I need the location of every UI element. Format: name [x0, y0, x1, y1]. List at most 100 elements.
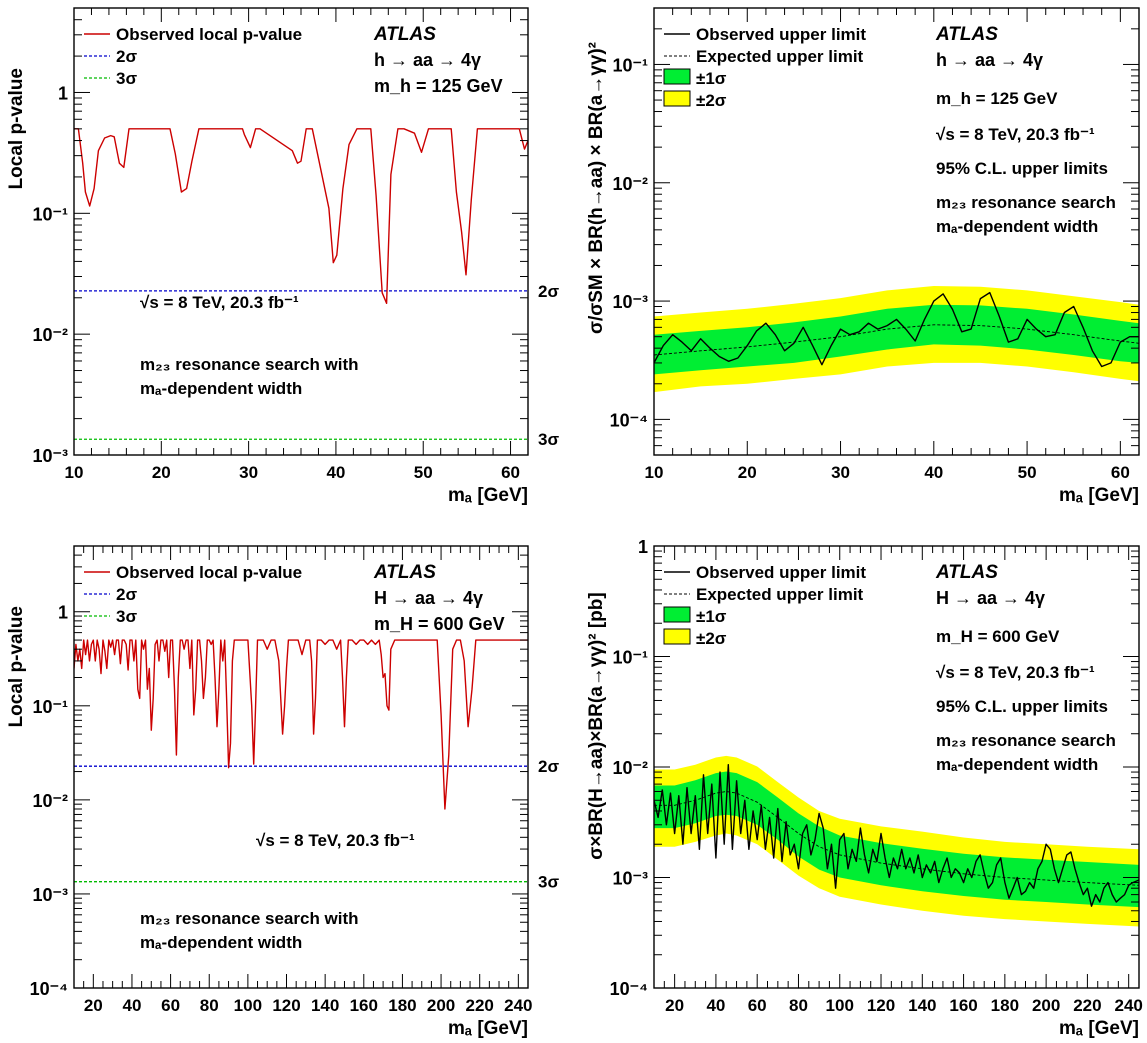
legend-3sigma-label: 3σ	[116, 607, 137, 626]
y-axis-label: Local p-value	[6, 68, 27, 189]
process-label: h → aa → 4γ	[374, 50, 481, 70]
y-tick-label: 10⁻¹	[612, 648, 648, 668]
legend-observed-label: Observed upper limit	[696, 563, 866, 582]
x-axis-label: mₐ [GeV]	[1059, 1018, 1139, 1038]
panel-4: 20 40 60 80 100 120 140 160 180 200 220 240 10⁻⁴ 10⁻³…	[586, 537, 1143, 1039]
x-tick-label: 220	[1073, 996, 1101, 1015]
x-axis-label: mₐ [GeV]	[1059, 485, 1139, 506]
legend-one-sigma-swatch	[663, 68, 691, 85]
sigma-label-3: 3σ	[538, 873, 559, 892]
x-tick-label: 120	[867, 996, 895, 1015]
legend-3sigma-label: 3σ	[116, 69, 137, 88]
mass-label: m_h = 125 GeV	[936, 89, 1058, 108]
expected-limit-line	[654, 324, 1139, 356]
mass-label: m_H = 600 GeV	[936, 627, 1060, 646]
legend-observed-label: Observed local p-value	[116, 25, 302, 44]
cl-label: 95% C.L. upper limits	[936, 697, 1108, 716]
x-tick-label: 100	[826, 996, 854, 1015]
observed-limit-line	[654, 291, 1139, 368]
y-tick-label: 10⁻²	[612, 758, 648, 778]
atlas-label: ATLAS	[373, 24, 436, 45]
legend-observed-label: Observed local p-value	[116, 563, 302, 582]
panel-2: 10 20 30 40 50 60 10⁻⁴ 10⁻³ 10⁻² 10⁻¹ mₐ [GeV] σ/σS…	[586, 7, 1140, 506]
x-tick-label: 30	[831, 463, 850, 482]
process-label: h → aa → 4γ	[936, 50, 1043, 70]
x-tick-label: 60	[501, 463, 520, 482]
x-tick-label: 60	[161, 996, 180, 1015]
atlas-label: ATLAS	[935, 562, 998, 583]
x-tick-label: 180	[991, 996, 1019, 1015]
x-tick-label: 100	[234, 996, 262, 1015]
observed-pvalue-line	[74, 128, 528, 304]
panel-1: 2σ 3σ 10 20 30 40 50 60 10⁻³ 10⁻² 10⁻¹ 1 mₐ [GeV] Loc…	[6, 7, 559, 506]
note-line-1: m₂₃ resonance search	[936, 731, 1116, 750]
atlas-label: ATLAS	[935, 24, 998, 45]
energy-label: √s = 8 TeV, 20.3 fb⁻¹	[256, 831, 415, 850]
x-tick-label: 160	[350, 996, 378, 1015]
x-tick-label: 40	[122, 996, 141, 1015]
x-tick-label: 30	[239, 463, 258, 482]
y-axis-label: Local p-value	[6, 606, 27, 727]
y-tick-label: 10⁻¹	[32, 204, 68, 224]
observed-limit-line	[654, 764, 1139, 907]
energy-label: √s = 8 TeV, 20.3 fb⁻¹	[936, 125, 1095, 144]
note-line-2: mₐ-dependent width	[936, 217, 1098, 236]
x-tick-label: 60	[1111, 463, 1130, 482]
process-label: H → aa → 4γ	[374, 588, 483, 608]
plot-area	[74, 128, 528, 440]
y-axis-label: σ×BR(H→aa)×BR(a→γγ)² [pb]	[586, 592, 607, 859]
legend-one-sigma-swatch	[663, 606, 691, 623]
x-tick-label: 20	[84, 996, 103, 1015]
plot-area	[74, 639, 528, 883]
x-tick-label: 160	[949, 996, 977, 1015]
energy-label: √s = 8 TeV, 20.3 fb⁻¹	[936, 663, 1095, 682]
legend-expected-label: Expected upper limit	[696, 585, 864, 604]
x-tick-label: 20	[665, 996, 684, 1015]
y-tick-label: 10⁻²	[612, 174, 648, 194]
note-line-2: mₐ-dependent width	[140, 379, 302, 398]
legend-two-sigma-label: ±2σ	[696, 91, 727, 110]
y-tick-label: 10⁻²	[32, 791, 68, 811]
legend-two-sigma-swatch	[663, 90, 691, 107]
y-tick-label: 1	[58, 603, 68, 623]
legend-one-sigma-label: ±1σ	[696, 607, 727, 626]
x-tick-label: 60	[748, 996, 767, 1015]
x-tick-label: 50	[414, 463, 433, 482]
y-tick-label: 10⁻²	[32, 325, 68, 345]
legend-two-sigma-swatch	[663, 628, 691, 645]
legend-expected-label: Expected upper limit	[696, 47, 864, 66]
y-tick-label: 10⁻³	[612, 292, 648, 312]
x-tick-label: 10	[65, 463, 84, 482]
legend-two-sigma-label: ±2σ	[696, 629, 727, 648]
x-tick-label: 10	[645, 463, 664, 482]
legend-one-sigma-label: ±1σ	[696, 69, 727, 88]
plot-frame	[73, 545, 529, 989]
note-line-2: mₐ-dependent width	[936, 755, 1098, 774]
observed-pvalue-line	[74, 639, 528, 810]
x-axis-label: mₐ [GeV]	[448, 1018, 528, 1038]
x-tick-label: 140	[908, 996, 936, 1015]
y-tick-label: 10⁻³	[32, 885, 68, 905]
mass-label: m_H = 600 GeV	[374, 614, 505, 634]
x-tick-label: 240	[504, 996, 532, 1015]
note-line-1: m₂₃ resonance search with	[140, 909, 359, 928]
panel-3: 2σ 3σ 20 40 60 80 100 120 140 160 180 200 220 240 10⁻⁴…	[6, 545, 559, 1039]
sigma-label-2: 2σ	[538, 282, 559, 301]
x-tick-label: 240	[1114, 996, 1142, 1015]
y-axis-label: σ/σSM × BR(h→aa) × BR(a→γγ)²	[586, 42, 607, 334]
x-tick-label: 40	[706, 996, 725, 1015]
one-sigma-band	[654, 304, 1139, 375]
legend-2sigma-label: 2σ	[116, 47, 137, 66]
x-tick-label: 140	[311, 996, 339, 1015]
y-tick-label: 1	[638, 537, 648, 557]
x-tick-label: 220	[466, 996, 494, 1015]
y-tick-label: 10⁻⁴	[610, 979, 648, 999]
process-label: H → aa → 4γ	[936, 588, 1045, 608]
mass-label: m_h = 125 GeV	[374, 76, 503, 96]
x-tick-label: 20	[152, 463, 171, 482]
x-tick-label: 20	[738, 463, 757, 482]
x-tick-label: 80	[200, 996, 219, 1015]
cl-label: 95% C.L. upper limits	[936, 159, 1108, 178]
